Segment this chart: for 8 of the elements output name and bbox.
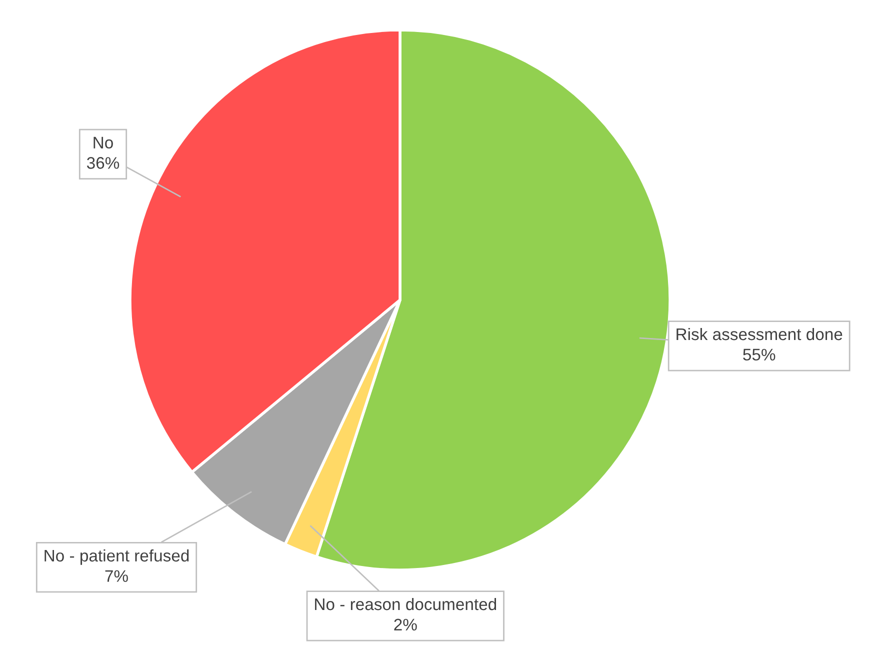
data-label: 7%: [105, 570, 128, 582]
slice-label: No: [94, 136, 113, 148]
data-label: 55%: [743, 348, 776, 361]
slice-label: No - patient refused: [44, 549, 189, 565]
data-label: 2%: [394, 618, 417, 630]
data-label: 36%: [86, 157, 120, 169]
slice-label: Risk assessment done: [676, 328, 842, 340]
slice-label: No - reason documented: [315, 598, 496, 610]
